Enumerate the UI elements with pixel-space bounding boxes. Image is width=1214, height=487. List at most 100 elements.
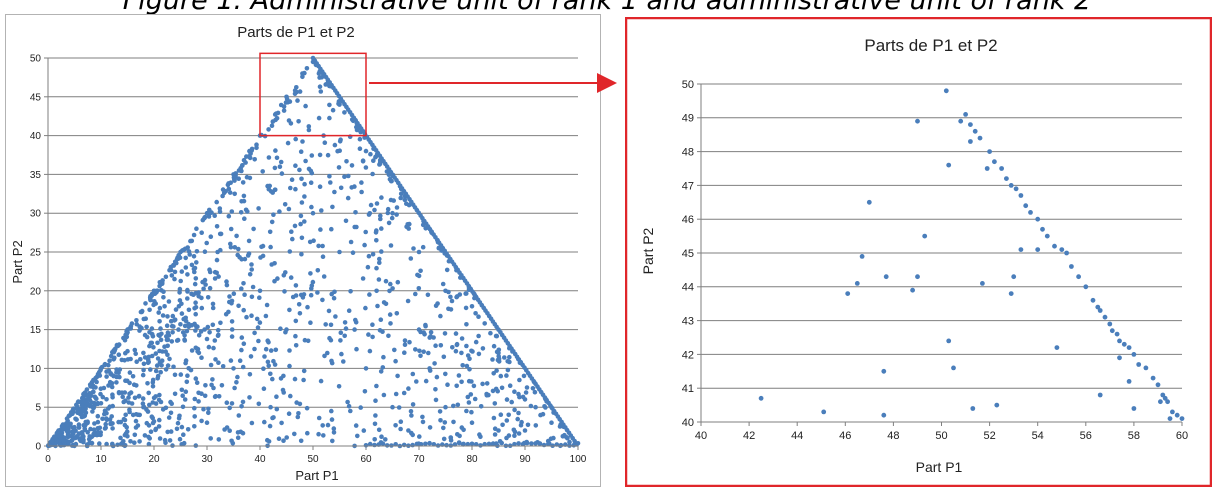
scatter-point	[147, 330, 152, 335]
x-tick-label: 46	[839, 430, 851, 442]
scatter-point	[224, 425, 230, 430]
scatter-point	[155, 356, 161, 361]
scatter-point	[359, 180, 364, 185]
scatter-point	[241, 281, 246, 286]
scatter-point	[138, 357, 143, 362]
scatter-point	[224, 282, 230, 288]
scatter-point	[469, 420, 475, 426]
scatter-point	[148, 429, 154, 435]
y-tick-label: 40	[30, 131, 42, 142]
scatter-point	[281, 373, 286, 379]
scatter-point	[994, 402, 1000, 408]
scatter-point	[464, 408, 469, 414]
scatter-point	[1102, 314, 1108, 320]
scatter-point	[193, 300, 198, 306]
scatter-point	[232, 245, 238, 250]
scatter-point	[299, 200, 305, 205]
scatter-point	[374, 201, 380, 206]
scatter-point	[258, 255, 263, 260]
scatter-point	[179, 387, 185, 393]
scatter-point	[83, 410, 89, 416]
scatter-point	[196, 399, 201, 404]
scatter-point	[250, 284, 256, 290]
scatter-point	[92, 421, 97, 426]
chart-left-frame	[5, 14, 601, 487]
scatter-point	[268, 371, 273, 377]
scatter-point	[290, 294, 296, 300]
scatter-point	[154, 363, 160, 368]
scatter-point	[517, 377, 522, 383]
scatter-point	[491, 343, 497, 349]
scatter-point	[320, 423, 326, 428]
scatter-point	[883, 274, 889, 280]
scatter-point	[214, 224, 220, 229]
scatter-point	[279, 171, 285, 176]
scatter-point	[371, 158, 376, 163]
scatter-point	[296, 302, 302, 307]
scatter-point	[465, 441, 471, 447]
scatter-point	[491, 415, 497, 421]
scatter-point	[202, 215, 207, 220]
scatter-point	[196, 294, 201, 299]
scatter-point	[416, 249, 422, 255]
scatter-point	[387, 312, 393, 317]
scatter-point	[228, 244, 234, 250]
scatter-point	[441, 425, 446, 431]
scatter-point	[58, 437, 63, 442]
scatter-point	[236, 413, 242, 418]
scatter-point	[205, 324, 211, 330]
scatter-point	[165, 363, 171, 368]
chart-left-y-label: Part P2	[10, 240, 25, 283]
scatter-point	[293, 163, 298, 168]
scatter-point	[562, 432, 567, 438]
scatter-point	[206, 344, 212, 350]
scatter-point	[256, 206, 261, 211]
scatter-point	[390, 210, 395, 216]
x-tick-label: 42	[743, 430, 755, 442]
scatter-point	[386, 333, 391, 339]
scatter-point	[1131, 406, 1137, 411]
scatter-point	[76, 399, 81, 404]
scatter-point	[396, 405, 402, 410]
scatter-point	[287, 348, 292, 353]
scatter-point	[298, 292, 304, 298]
scatter-point	[127, 380, 132, 386]
scatter-point	[201, 406, 206, 412]
scatter-point	[256, 401, 262, 407]
scatter-point	[461, 441, 466, 447]
scatter-point	[234, 380, 239, 385]
scatter-point	[330, 204, 335, 210]
scatter-point	[79, 430, 84, 435]
scatter-point	[1155, 382, 1161, 388]
scatter-point	[157, 392, 162, 398]
scatter-point	[169, 323, 175, 329]
scatter-point	[302, 219, 307, 224]
scatter-point	[383, 437, 388, 442]
scatter-point	[98, 386, 104, 392]
scatter-point	[146, 390, 151, 396]
scatter-point	[385, 206, 391, 212]
scatter-point	[302, 181, 307, 187]
scatter-point	[1150, 375, 1156, 381]
scatter-point	[421, 330, 427, 335]
scatter-point	[438, 313, 443, 319]
scatter-point	[383, 278, 389, 284]
scatter-point	[165, 314, 170, 319]
scatter-point	[532, 389, 538, 395]
scatter-point	[495, 388, 501, 394]
scatter-point	[420, 244, 426, 250]
scatter-point	[137, 412, 142, 418]
scatter-point	[163, 274, 169, 280]
scatter-point	[1018, 193, 1024, 198]
scatter-point	[293, 343, 299, 348]
scatter-point	[379, 249, 384, 254]
scatter-point	[345, 399, 350, 405]
scatter-point	[987, 149, 992, 155]
scatter-point	[153, 426, 159, 432]
scatter-point	[318, 378, 324, 384]
scatter-point	[279, 420, 284, 426]
scatter-point	[999, 166, 1004, 171]
chart-left-x-label: Part P1	[295, 468, 338, 483]
scatter-point	[1054, 345, 1060, 350]
scatter-point	[496, 359, 502, 364]
